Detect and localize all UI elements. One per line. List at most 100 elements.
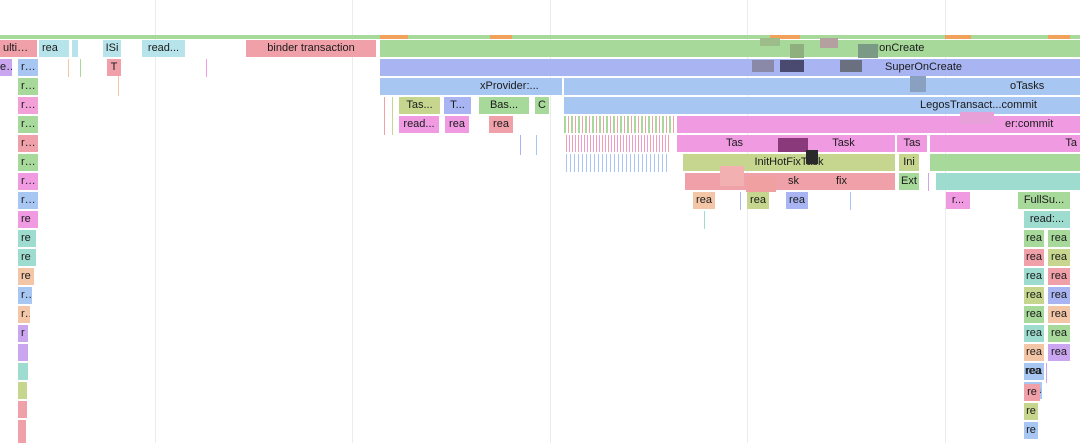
dense-slices[interactable] (566, 135, 670, 152)
slice-read-3[interactable]: read... (399, 116, 439, 133)
slice-stack-3[interactable]: re (18, 268, 34, 285)
slice-ext[interactable]: Ext (899, 173, 919, 190)
slice-t-2[interactable]: T... (444, 97, 471, 114)
slice-init-hotfix[interactable]: InitHotFixTask (683, 154, 895, 171)
slice-read-2[interactable]: read... (142, 40, 185, 57)
slice-green-wide[interactable] (930, 154, 1080, 171)
slice-legos-commit[interactable] (564, 97, 1080, 114)
thin-slice[interactable] (928, 173, 929, 191)
slice-tail-5[interactable]: re (1024, 422, 1038, 439)
slice-read-l4[interactable]: rea (18, 116, 38, 133)
slice-read-5[interactable]: rea (489, 116, 513, 133)
slice-tail-2[interactable]: rea (1025, 365, 1041, 377)
slice-stack-5[interactable]: re (18, 306, 30, 323)
slice-right-2[interactable]: rea (1024, 249, 1044, 266)
slice-teal-wide[interactable] (936, 173, 1080, 190)
slice-read-7[interactable]: rea (747, 192, 769, 209)
slice-read-l2[interactable]: rea (18, 78, 38, 95)
thin-slice[interactable] (520, 135, 521, 155)
slice-read-8[interactable]: rea (786, 192, 808, 209)
slice-multiprocess[interactable]: ultiPr... (0, 40, 37, 57)
slice-right-7[interactable]: rea (1024, 344, 1044, 361)
slice-right2-1[interactable]: rea (1048, 230, 1070, 247)
slice-stack-2[interactable]: re (18, 249, 36, 266)
slice-content-provider[interactable] (380, 78, 562, 95)
slice-re-l9[interactable]: re (18, 211, 38, 228)
slice-right-1[interactable]: rea (1024, 230, 1044, 247)
obscured-region (790, 44, 804, 58)
slice-read-6[interactable]: rea (693, 192, 715, 209)
slice-sk-label: sk (788, 175, 799, 187)
slice-right-5[interactable]: rea (1024, 306, 1044, 323)
slice-read-l5[interactable]: rea (18, 135, 38, 152)
slice-tas-a[interactable]: Tas (677, 135, 792, 152)
thin-slice[interactable] (392, 97, 393, 135)
thin-slice[interactable] (740, 192, 741, 210)
slice-stack-10[interactable] (18, 401, 27, 418)
thin-slice[interactable] (68, 59, 69, 77)
slice-oncreate-label: n:onCreate (870, 42, 925, 54)
obscured-region (820, 38, 838, 48)
dense-slices[interactable] (566, 154, 670, 172)
root-slice[interactable] (0, 35, 1080, 39)
slice-read-9[interactable]: read:... (1024, 211, 1070, 228)
thin-slice[interactable] (80, 59, 81, 77)
slice-right2-2[interactable]: rea (1048, 249, 1070, 266)
slice-fullsu[interactable]: FullSu... (1018, 192, 1070, 209)
slice-tail-3[interactable]: re (1024, 384, 1040, 401)
slice-right-4[interactable]: rea (1024, 287, 1044, 304)
slice-read-l8[interactable]: rea (18, 192, 38, 209)
slice-base[interactable]: Bas... (479, 97, 529, 114)
slice-stack-9[interactable] (18, 382, 27, 399)
slice-c[interactable]: C (535, 97, 549, 114)
slice-binder-transaction[interactable]: binder transaction (246, 40, 376, 57)
thin-slice[interactable] (1046, 363, 1047, 383)
slice-stack-11[interactable] (18, 420, 26, 443)
thin-slice[interactable] (536, 135, 537, 155)
slice-read-l6[interactable]: rea (18, 154, 38, 171)
slice-er-commit-label: er:commit (1005, 118, 1054, 130)
slice-ea[interactable]: ea (0, 59, 12, 76)
thin-slice[interactable] (850, 192, 851, 210)
slice-read-l1[interactable]: rea (18, 59, 38, 76)
slice-tas-c[interactable]: Tas (897, 135, 927, 152)
slice-right2-7[interactable]: rea (1048, 344, 1070, 361)
slice-r[interactable]: r... (946, 192, 970, 209)
obscured-region (780, 60, 804, 72)
thin-slice[interactable] (704, 211, 705, 229)
thin-slice[interactable] (206, 59, 207, 77)
slice-right-3[interactable]: rea (1024, 268, 1044, 285)
slice-isi[interactable]: ISi (103, 40, 121, 57)
slice-ta-d[interactable]: Ta (930, 135, 1080, 152)
slice-task[interactable]: Tas... (399, 97, 440, 114)
slice-read-4[interactable]: rea (445, 116, 469, 133)
slice-right-8[interactable]: rea (1024, 363, 1044, 380)
slice-stack-4[interactable]: re (18, 287, 32, 304)
slice-right2-5[interactable]: rea (1048, 306, 1070, 323)
timeline-gridline (155, 0, 156, 443)
slice-tail-4[interactable]: re (1024, 403, 1038, 420)
slice-application-oncreate[interactable] (380, 40, 1080, 57)
slice-super-oncreate[interactable] (380, 59, 1080, 76)
slice-right-6[interactable]: rea (1024, 325, 1044, 342)
slice-run-tasks[interactable] (564, 78, 1080, 95)
slice-read-l7[interactable]: rea (18, 173, 38, 190)
slice-right2-6[interactable]: rea (1048, 325, 1070, 342)
slice-right2-4[interactable]: rea (1048, 287, 1070, 304)
obscured-region (910, 76, 926, 92)
slice-read[interactable]: rea (39, 40, 69, 57)
slice-provider-label: xProvider:... (480, 80, 539, 92)
dense-slices[interactable] (564, 116, 674, 133)
slice-stack-7[interactable] (18, 344, 28, 361)
slice-read-l3[interactable]: rea (18, 97, 38, 114)
slice-thin[interactable] (72, 40, 78, 57)
slice-ini[interactable]: Ini (899, 154, 919, 171)
slice-stack-8[interactable] (18, 363, 28, 380)
slice-t[interactable]: T (107, 59, 121, 76)
slice-stack-6[interactable]: r (18, 325, 28, 342)
thin-slice[interactable] (118, 76, 119, 96)
slice-right2-3[interactable]: rea (1048, 268, 1070, 285)
slice-task-b[interactable]: Task (792, 135, 895, 152)
slice-stack-1[interactable]: re (18, 230, 36, 247)
thin-slice[interactable] (384, 97, 385, 135)
